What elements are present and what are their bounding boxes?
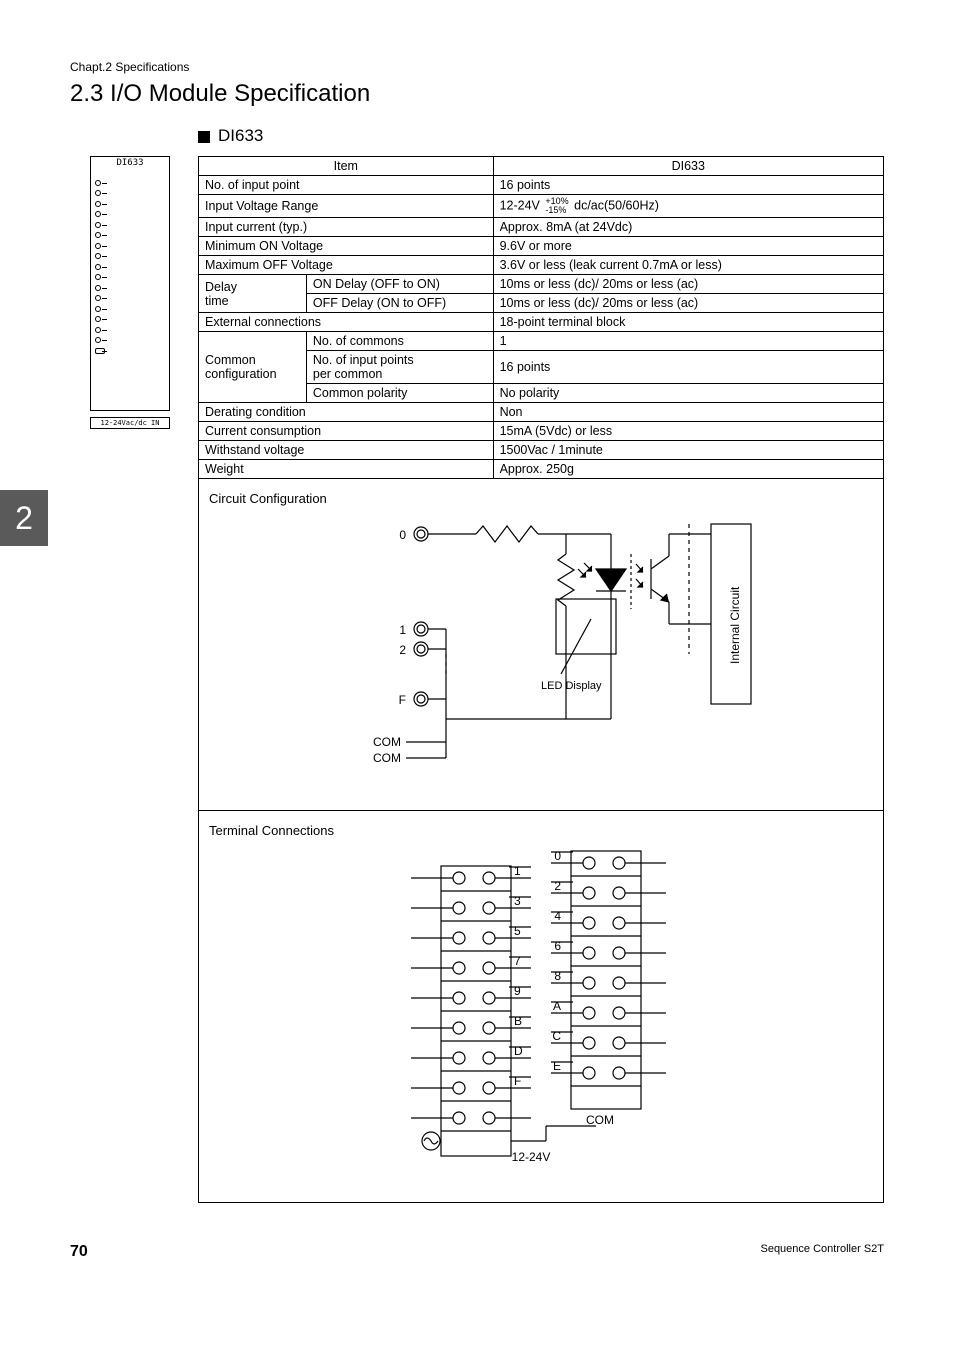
table-row: Minimum ON Voltage9.6V or more — [199, 237, 884, 256]
table-header-item: Item — [199, 157, 494, 176]
module-illustration: DI633 12-24Vac/dc IN — [70, 156, 190, 429]
table-row: Delay time ON Delay (OFF to ON) 10ms or … — [199, 275, 884, 294]
svg-text:8: 8 — [554, 969, 561, 983]
footer-text: Sequence Controller S2T — [760, 1243, 884, 1261]
table-row: Current consumption15mA (5Vdc) or less — [199, 422, 884, 441]
svg-text:C: C — [552, 1029, 561, 1043]
section-tab: 2 — [0, 490, 48, 546]
module-header: DI633 — [198, 126, 884, 146]
svg-text:3: 3 — [514, 894, 521, 908]
circuit-title: Circuit Configuration — [209, 491, 873, 506]
table-row: Input Voltage Range 12-24V +10%-15% dc/a… — [199, 195, 884, 218]
table-row: Input current (typ.)Approx. 8mA (at 24Vd… — [199, 218, 884, 237]
spec-table: Item DI633 No. of input point16 points I… — [198, 156, 884, 479]
svg-text:E: E — [553, 1059, 561, 1073]
chapter-header: Chapt.2 Specifications — [70, 60, 884, 74]
svg-text:COM: COM — [373, 751, 401, 765]
svg-text:A: A — [553, 999, 561, 1013]
svg-text:1: 1 — [514, 864, 521, 878]
svg-text:0: 0 — [399, 528, 406, 542]
terminal-diagram-box: Terminal Connections 1 3 5 7 9 B D F 0 2 4 6 8 A C E C… — [198, 811, 884, 1203]
table-row: Common configuration No. of commons 1 — [199, 332, 884, 351]
svg-text:4: 4 — [554, 909, 561, 923]
svg-text:1: 1 — [399, 623, 406, 637]
table-header-model: DI633 — [493, 157, 883, 176]
svg-text:COM: COM — [586, 1113, 614, 1127]
table-row: Withstand voltage1500Vac / 1minute — [199, 441, 884, 460]
table-row: Maximum OFF Voltage3.6V or less (leak cu… — [199, 256, 884, 275]
svg-text:6: 6 — [554, 939, 561, 953]
table-row: WeightApprox. 250g — [199, 460, 884, 479]
table-row: External connections18-point terminal bl… — [199, 313, 884, 332]
svg-text:12-24V: 12-24V — [512, 1150, 551, 1164]
module-image-label: DI633 — [91, 157, 169, 169]
voltage-range-cell: 12-24V +10%-15% dc/ac(50/60Hz) — [493, 195, 883, 218]
svg-text:0: 0 — [554, 849, 561, 863]
svg-text:2: 2 — [399, 643, 406, 657]
svg-text:9: 9 — [514, 984, 521, 998]
svg-text:B: B — [514, 1014, 522, 1028]
svg-text:D: D — [514, 1044, 523, 1058]
square-bullet-icon — [198, 131, 210, 143]
section-title: 2.3 I/O Module Specification — [70, 80, 884, 108]
circuit-diagram: 0 1 2 F COM COM — [291, 514, 791, 794]
terminal-title: Terminal Connections — [209, 823, 873, 838]
svg-text:F: F — [514, 1074, 521, 1088]
page-footer: 70 Sequence Controller S2T — [70, 1243, 884, 1261]
svg-text:F: F — [399, 693, 406, 707]
svg-text:7: 7 — [514, 954, 521, 968]
table-row: No. of input point16 points — [199, 176, 884, 195]
module-name: DI633 — [218, 126, 263, 145]
svg-text:COM: COM — [373, 735, 401, 749]
svg-text:5: 5 — [514, 924, 521, 938]
circuit-diagram-box: Circuit Configuration 0 1 2 F COM COM — [198, 479, 884, 811]
svg-text:LED Display: LED Display — [541, 680, 602, 692]
terminal-diagram: 1 3 5 7 9 B D F 0 2 4 6 8 A C E COM 12-24V — [371, 846, 711, 1186]
table-row: Derating conditionNon — [199, 403, 884, 422]
svg-text:Internal Circuit: Internal Circuit — [728, 586, 742, 664]
module-image-footer: 12-24Vac/dc IN — [90, 417, 170, 429]
page-number: 70 — [70, 1243, 88, 1261]
svg-text:2: 2 — [554, 879, 561, 893]
